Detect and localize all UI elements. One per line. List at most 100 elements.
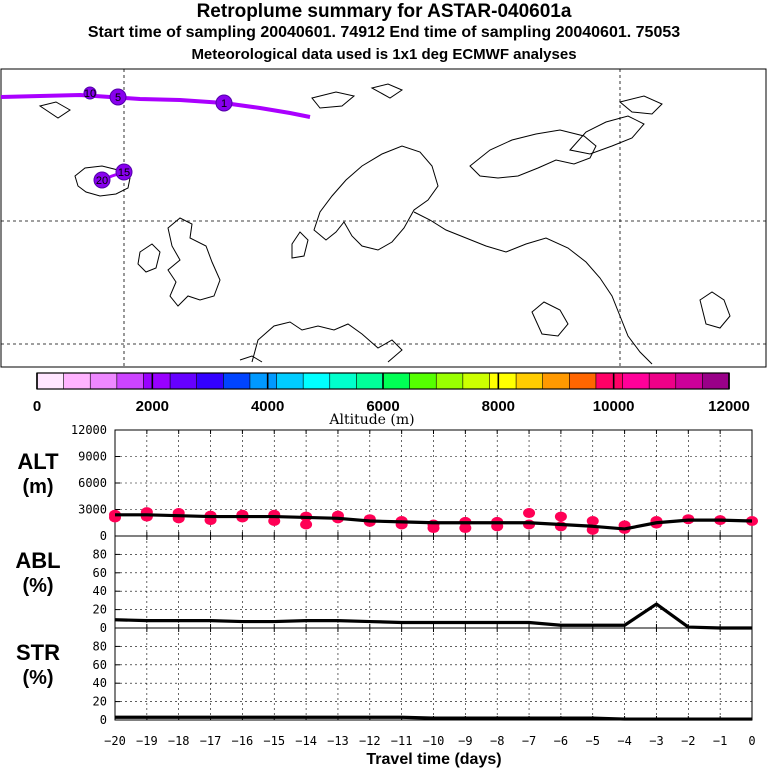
trajectory-marker — [93, 171, 111, 189]
x-tick-label: −10 — [423, 734, 445, 748]
altitude-scatter-point — [300, 519, 313, 530]
colorbar-segment — [648, 372, 677, 390]
colorbar-segment — [36, 372, 65, 390]
colorbar-segment — [595, 372, 624, 390]
colorbar-segment — [276, 372, 304, 390]
x-tick-label: −16 — [232, 734, 254, 748]
trajectory-day-label: 10 — [84, 88, 96, 100]
panel-abl: 0 20 40 60 80 ABL(%) — [15, 535, 753, 635]
x-tick-label: −19 — [136, 734, 158, 748]
altitude-scatter-point — [140, 511, 153, 522]
colorbar-tick-label: 2000 — [136, 398, 169, 415]
y-tick-label: 20 — [93, 695, 107, 709]
trajectory-day-label: 20 — [96, 175, 108, 187]
x-tick-label: −6 — [554, 734, 568, 748]
colorbar-segment — [569, 372, 597, 390]
colorbar-segment — [249, 372, 278, 390]
panel-label-name: STR — [16, 640, 60, 665]
y-tick-label: 3000 — [78, 503, 107, 517]
trajectory-marker — [215, 94, 233, 112]
x-tick-label: −17 — [200, 734, 222, 748]
x-tick-label: −7 — [522, 734, 536, 748]
x-tick-label: −8 — [490, 734, 504, 748]
chart-title: Retroplume summary for ASTAR-040601a — [196, 1, 572, 22]
y-tick-label: 12000 — [71, 423, 107, 437]
y-tick-label: 80 — [93, 639, 107, 653]
colorbar-segment — [63, 372, 91, 390]
y-tick-label: 40 — [93, 676, 107, 690]
colorbar-segment — [196, 372, 224, 390]
x-tick-label: −12 — [359, 734, 381, 748]
trajectory-marker — [115, 163, 133, 181]
trajectory-day-label: 15 — [118, 167, 130, 179]
coastlines — [38, 83, 731, 365]
panel-label-unit: (m) — [22, 476, 53, 498]
colorbar-segment — [435, 372, 464, 390]
x-tick-label: −1 — [713, 734, 727, 748]
colorbar-segment — [302, 372, 331, 390]
panel-str: 0 20 40 60 80 STR(%) — [16, 627, 753, 727]
panel-label-name: ALT — [17, 449, 59, 474]
y-tick-label: 0 — [100, 529, 107, 543]
altitude-colorbar: 0 2000 4000 6000 8000 10000 12000 Altitude (m) — [33, 372, 750, 428]
colorbar-segment — [223, 372, 251, 390]
panel-label-unit: (%) — [22, 575, 53, 597]
colorbar-segment — [675, 372, 703, 390]
y-tick-label: 60 — [93, 566, 107, 580]
colorbar-segment — [515, 372, 544, 390]
altitude-scatter-point — [586, 515, 599, 526]
x-tick-label: −20 — [104, 734, 126, 748]
altitude-scatter-point — [459, 523, 472, 534]
altitude-scatter-point — [427, 523, 440, 534]
x-tick-label: 0 — [748, 734, 755, 748]
panel-alt: 0 3000 6000 9000 12000 ALT(m) — [17, 423, 758, 543]
colorbar-segment — [382, 372, 411, 390]
x-tick-label: −5 — [586, 734, 600, 748]
trajectory-day-label: 1 — [221, 98, 227, 110]
y-tick-label: 40 — [93, 584, 107, 598]
x-tick-label: −4 — [617, 734, 631, 748]
altitude-scatter-point — [268, 515, 281, 526]
colorbar-segment — [702, 372, 730, 390]
y-tick-label: 9000 — [78, 450, 107, 464]
colorbar-segment — [89, 372, 118, 390]
altitude-scatter-point — [523, 508, 536, 519]
colorbar-tick-label: 6000 — [366, 398, 399, 415]
x-tick-label: −15 — [263, 734, 285, 748]
colorbar-tick-label: 12000 — [708, 398, 750, 415]
colorbar-tick-label: 10000 — [593, 398, 635, 415]
colorbar-segment — [356, 372, 384, 390]
x-tick-label: −11 — [391, 734, 413, 748]
colorbar-tick-label: 0 — [33, 398, 41, 415]
x-tick-label: −18 — [168, 734, 190, 748]
series-line-abl — [114, 602, 752, 630]
meteorology-subtitle: Meteorological data used is 1x1 deg ECMW… — [191, 46, 577, 63]
trajectory-marker — [109, 88, 127, 106]
x-tick-label: −2 — [681, 734, 695, 748]
colorbar-segment — [542, 372, 570, 390]
series-line-str — [115, 715, 752, 721]
series-line-alt — [115, 513, 753, 531]
y-tick-label: 80 — [93, 547, 107, 561]
y-tick-label: 20 — [93, 603, 107, 617]
colorbar-tick-label: 8000 — [482, 398, 515, 415]
colorbar-tick-label: 4000 — [251, 398, 284, 415]
map-frame — [0, 68, 767, 368]
y-tick-label: 6000 — [78, 476, 107, 490]
colorbar-segment — [169, 372, 198, 390]
x-tick-label: −14 — [295, 734, 317, 748]
colorbar-segment — [489, 372, 517, 390]
panel-label-unit: (%) — [22, 667, 53, 689]
colorbar-segment — [143, 372, 171, 390]
x-tick-label: −9 — [458, 734, 472, 748]
trajectory-marker — [83, 86, 97, 100]
panel-label-name: ABL — [15, 548, 60, 573]
trajectory-day-label: 5 — [115, 92, 121, 104]
sampling-time-subtitle: Start time of sampling 20040601. 74912 E… — [87, 24, 681, 41]
x-tick-label: −3 — [649, 734, 663, 748]
colorbar-segment — [329, 372, 357, 390]
colorbar-segment — [409, 372, 437, 390]
x-axis-title: Travel time (days) — [366, 751, 501, 768]
